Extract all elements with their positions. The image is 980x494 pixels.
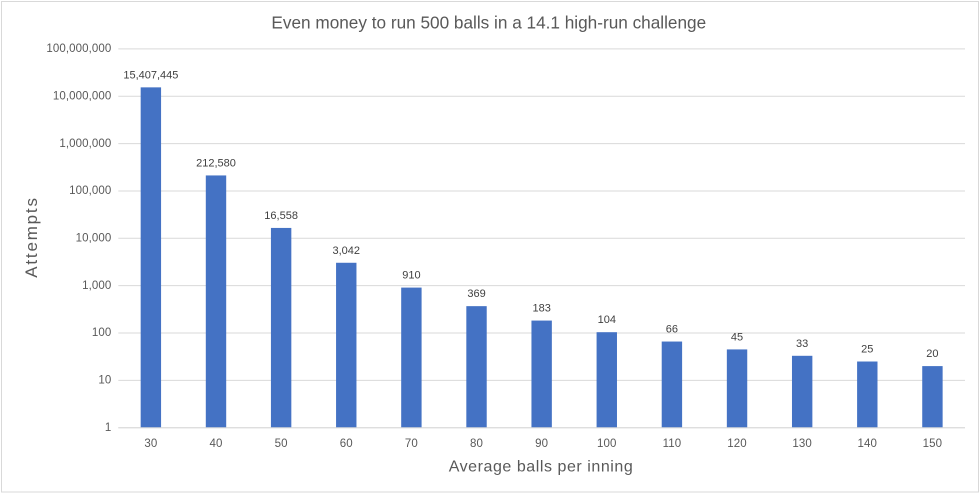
svg-text:16,558: 16,558 [264,210,298,222]
svg-text:10,000,000: 10,000,000 [53,90,112,102]
svg-text:1: 1 [105,422,112,434]
svg-text:140: 140 [858,438,878,450]
svg-text:100,000: 100,000 [69,185,111,197]
svg-text:40: 40 [210,438,223,450]
svg-text:15,407,445: 15,407,445 [123,69,178,81]
svg-text:70: 70 [405,438,418,450]
svg-text:20: 20 [926,348,938,360]
svg-text:30: 30 [144,438,157,450]
svg-text:183: 183 [532,303,550,315]
svg-text:10,000: 10,000 [76,233,112,245]
svg-text:910: 910 [402,270,420,282]
svg-text:130: 130 [792,438,812,450]
svg-text:90: 90 [535,438,548,450]
svg-text:25: 25 [861,344,873,356]
svg-text:66: 66 [666,324,678,336]
svg-text:45: 45 [731,331,743,343]
svg-text:60: 60 [340,438,353,450]
svg-text:Even money to run 500 balls in: Even money to run 500 balls in a 14.1 hi… [271,13,706,33]
svg-text:369: 369 [467,288,485,300]
svg-text:150: 150 [923,438,943,450]
svg-text:100: 100 [597,438,617,450]
svg-text:110: 110 [663,438,682,450]
svg-text:Average balls per inning: Average balls per inning [449,458,634,475]
svg-text:1,000,000: 1,000,000 [59,138,111,150]
svg-text:212,580: 212,580 [196,157,236,169]
svg-text:100: 100 [92,327,112,339]
svg-text:120: 120 [727,438,747,450]
svg-text:33: 33 [796,338,808,350]
svg-text:10: 10 [98,375,111,387]
svg-text:104: 104 [598,314,616,326]
svg-text:100,000,000: 100,000,000 [46,43,111,55]
svg-text:1,000: 1,000 [82,280,111,292]
svg-text:Attempts: Attempts [22,196,41,277]
svg-text:50: 50 [275,438,288,450]
svg-text:3,042: 3,042 [332,245,360,257]
svg-text:80: 80 [470,438,483,450]
